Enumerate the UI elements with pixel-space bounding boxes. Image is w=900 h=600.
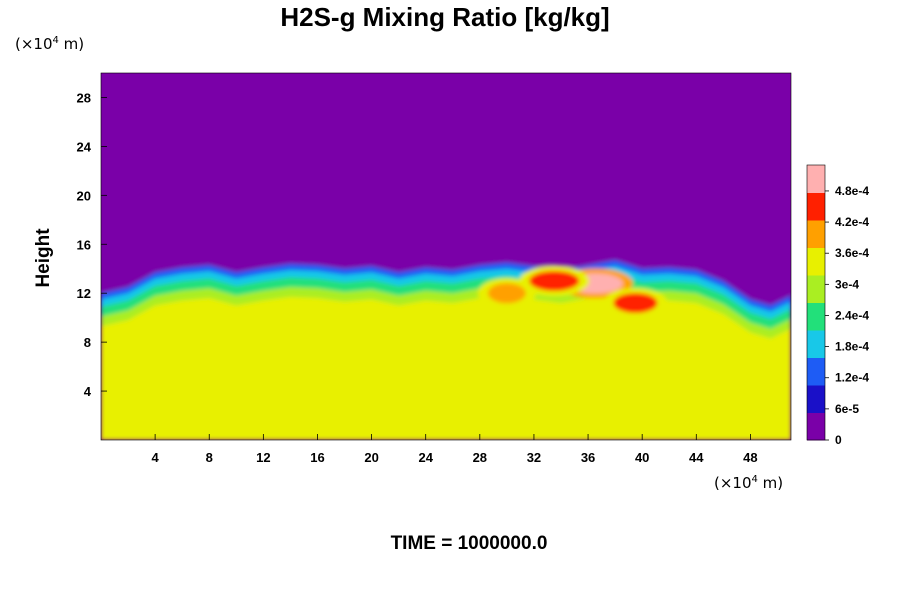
chart-title: H2S-g Mixing Ratio [kg/kg] <box>280 2 609 32</box>
y-axis-unit: (×104 m) <box>15 35 84 53</box>
colorbar-segment <box>807 247 825 276</box>
x-tick-label: 4 <box>152 450 160 465</box>
y-tick-label: 12 <box>77 286 91 301</box>
colorbar-segment <box>807 385 825 413</box>
colorbar-tick-label: 4.8e-4 <box>835 184 869 198</box>
colorbar-tick-label: 1.8e-4 <box>835 340 869 354</box>
colorbar-segment <box>807 412 825 441</box>
x-tick-label: 12 <box>256 450 270 465</box>
colorbar-tick-label: 1.2e-4 <box>835 371 869 385</box>
colorbar-tick-label: 4.2e-4 <box>835 215 869 229</box>
x-tick-label: 40 <box>635 450 649 465</box>
y-tick-label: 24 <box>77 139 92 154</box>
colorbar-ticks: 0 6e-5 1.2e-4 1.8e-4 2.4e-4 3e-4 3.6e-4 4.2e-4 4… <box>825 184 869 447</box>
field-layer <box>101 254 791 440</box>
x-tick-label: 28 <box>473 450 487 465</box>
x-tick-label: 48 <box>743 450 757 465</box>
colorbar-segment <box>807 220 825 248</box>
x-tick-label: 44 <box>689 450 704 465</box>
y-tick-label: 8 <box>84 335 91 350</box>
colorbar-tick-label: 3.6e-4 <box>835 246 869 260</box>
y-axis-label: Height <box>33 228 54 288</box>
layer-band-5 <box>101 293 791 440</box>
colorbar-frame <box>806 164 826 441</box>
colorbar-tick-label: 2.4e-4 <box>835 308 869 322</box>
y-tick-label: 28 <box>77 90 91 105</box>
x-tick-label: 24 <box>418 450 433 465</box>
plot-frame <box>100 72 792 441</box>
y-axis-ticks: 4 8 12 16 20 24 28 <box>77 90 107 399</box>
colorbar-segment <box>807 275 825 303</box>
hotspot-1 <box>529 270 580 291</box>
x-tick-label: 8 <box>206 450 213 465</box>
y-tick-label: 16 <box>77 237 91 252</box>
x-axis-ticks: 4 8 12 16 20 24 28 32 36 40 44 48 <box>152 434 758 465</box>
y-tick-label: 4 <box>84 384 92 399</box>
colorbar-segment <box>807 165 825 193</box>
y-tick-label: 20 <box>77 188 91 203</box>
colorbar-segment <box>807 330 825 358</box>
colorbar <box>806 164 826 441</box>
time-label: TIME = 1000000.0 <box>391 533 548 554</box>
hotspot-2 <box>613 292 658 313</box>
hotspot-3 <box>487 283 526 304</box>
x-tick-label: 32 <box>527 450 541 465</box>
colorbar-segment <box>807 357 825 386</box>
colorbar-tick-label: 0 <box>835 433 842 447</box>
x-tick-label: 36 <box>581 450 595 465</box>
x-tick-label: 16 <box>310 450 324 465</box>
colorbar-tick-label: 6e-5 <box>835 402 859 416</box>
x-axis-unit: (×104 m) <box>714 474 783 492</box>
colorbar-tick-label: 3e-4 <box>835 277 859 291</box>
x-tick-label: 20 <box>364 450 378 465</box>
colorbar-segment <box>807 192 825 221</box>
plot-area <box>101 73 791 440</box>
colorbar-segment <box>807 302 825 331</box>
